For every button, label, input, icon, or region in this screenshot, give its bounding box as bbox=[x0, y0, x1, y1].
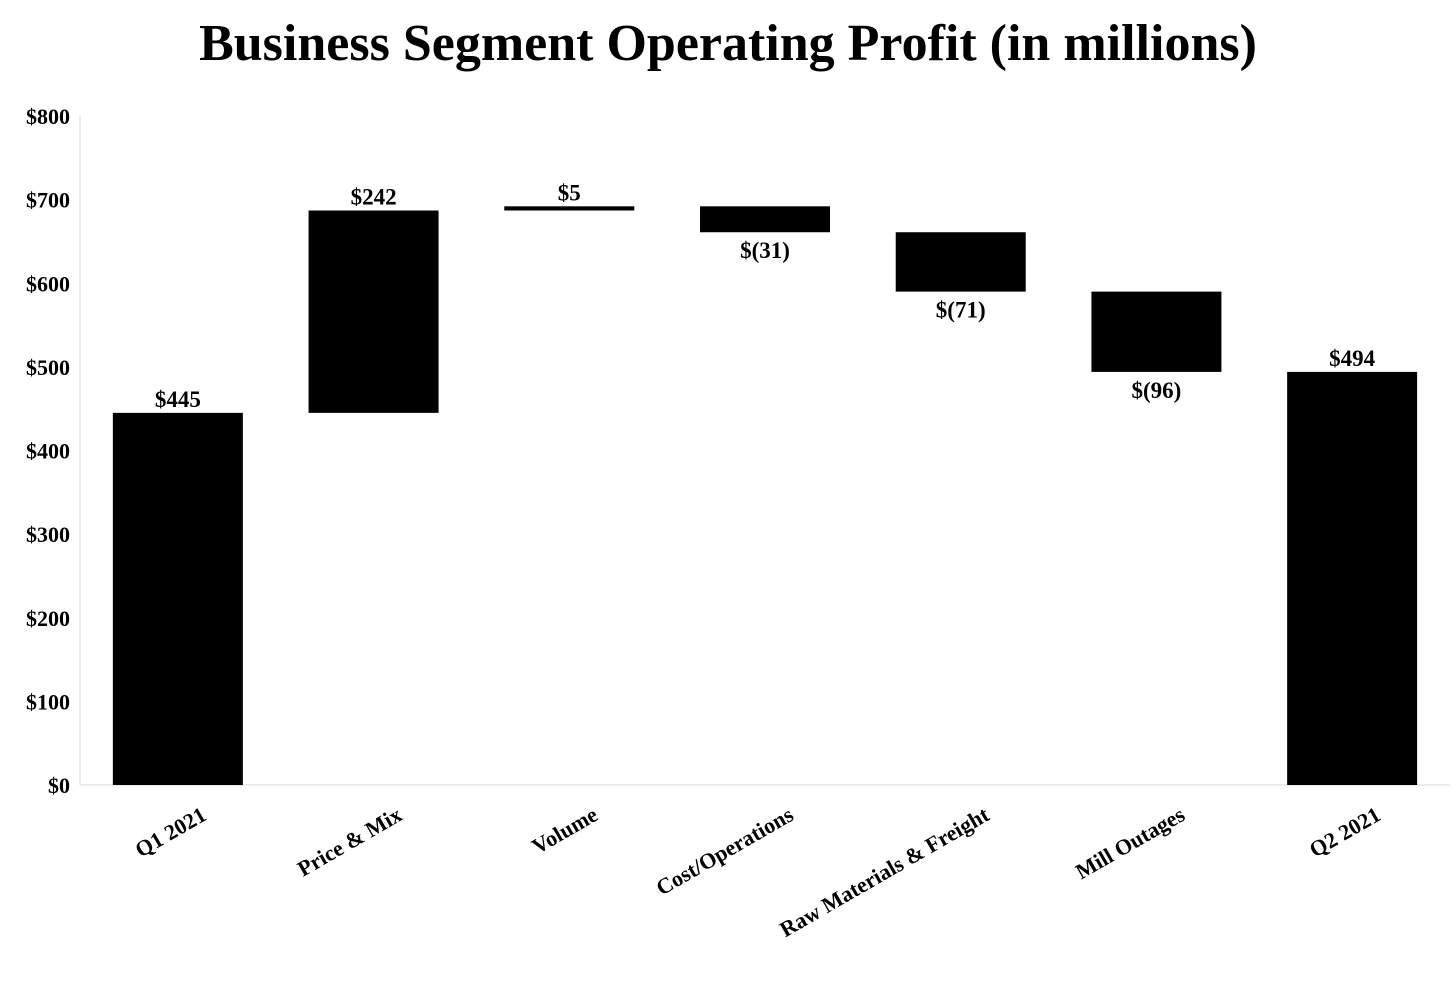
y-tick-label: $200 bbox=[26, 606, 70, 631]
x-tick-label: Price & Mix bbox=[293, 802, 406, 882]
y-tick-label: $700 bbox=[26, 188, 70, 213]
x-tick-label: Mill Outages bbox=[1071, 801, 1189, 884]
data-label: $494 bbox=[1329, 346, 1376, 371]
data-label: $5 bbox=[558, 180, 581, 205]
data-labels: $445 $242 $5 $(31) $(71) $(96) $494 bbox=[155, 180, 1376, 412]
bar bbox=[895, 232, 1026, 292]
y-tick-label: $800 bbox=[26, 104, 70, 129]
data-label: $242 bbox=[351, 184, 397, 209]
y-tick-label: $400 bbox=[26, 439, 70, 464]
x-tick-label: Volume bbox=[528, 802, 602, 859]
chart-title: Business Segment Operating Profit (in mi… bbox=[199, 15, 1257, 72]
y-tick-label: $300 bbox=[26, 522, 70, 547]
data-label: $(71) bbox=[936, 298, 986, 323]
bar bbox=[112, 412, 243, 785]
data-label: $(31) bbox=[740, 238, 790, 263]
y-axis: $0 $100 $200 $300 $400 $500 $600 $700 $800 bbox=[26, 104, 81, 798]
y-tick-label: $600 bbox=[26, 271, 70, 296]
x-tick-label: Cost/Operations bbox=[652, 801, 798, 900]
y-tick-label: $100 bbox=[26, 689, 70, 714]
bar bbox=[700, 206, 830, 233]
y-tick-label: $0 bbox=[48, 773, 70, 798]
bar bbox=[504, 206, 635, 211]
y-tick-label: $500 bbox=[26, 355, 70, 380]
x-tick-label: Q1 2021 bbox=[131, 802, 211, 862]
bar bbox=[1091, 291, 1222, 372]
bars bbox=[112, 206, 1418, 785]
data-label: $(96) bbox=[1132, 378, 1182, 403]
bar bbox=[1287, 371, 1418, 785]
x-tick-label: Q2 2021 bbox=[1305, 802, 1385, 862]
bar bbox=[308, 210, 439, 413]
x-tick-label: Raw Materials & Freight bbox=[775, 801, 994, 942]
x-axis: Q1 2021 Price & Mix Volume Cost/OperationsR… bbox=[80, 784, 1450, 942]
data-label: $445 bbox=[155, 387, 201, 412]
